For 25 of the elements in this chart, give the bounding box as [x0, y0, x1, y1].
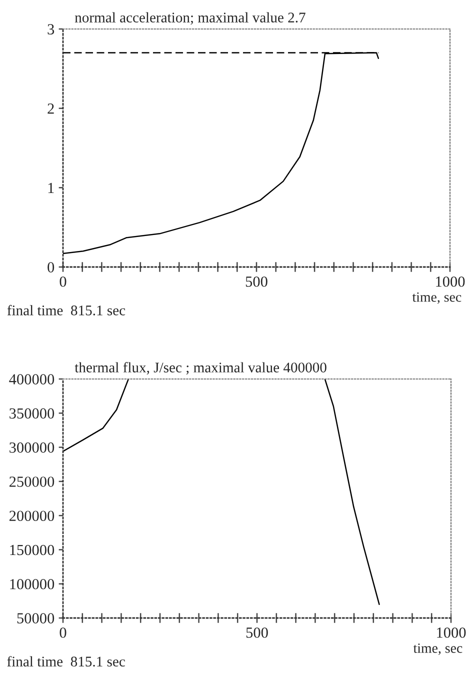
- y-tick-label: 2: [48, 104, 54, 114]
- chart-title: normal acceleration; maximal value 2.7: [74, 12, 306, 25]
- text: final time 815.1 sec: [7, 304, 126, 316]
- x-tick-label: 0: [60, 276, 66, 287]
- x-tick-label: 0: [60, 627, 66, 638]
- y-tick-label: 1: [48, 182, 54, 193]
- y-tick-label: 200000: [10, 510, 54, 522]
- y-tick-label: 3: [48, 24, 54, 34]
- y-tick-label: 50000: [17, 613, 54, 624]
- line-series: [63, 52, 380, 254]
- y-tick-label: 100000: [10, 579, 54, 590]
- x-axis-title: time, sec: [413, 644, 462, 655]
- x-tick-label: 1000: [437, 627, 466, 638]
- y-tick-label: 300000: [10, 442, 54, 453]
- y-tick-label: 350000: [10, 408, 54, 419]
- x-tick-label: 1000: [436, 276, 465, 287]
- text: final time 815.1 sec: [7, 656, 125, 667]
- y-tick-label: 150000: [10, 544, 54, 556]
- x-tick-label: 500: [246, 627, 268, 638]
- y-tick-label: 250000: [10, 476, 54, 487]
- chart-title: thermal flux, J/sec ; maximal value 400000: [74, 362, 326, 375]
- x-axis-title: time, sec: [412, 292, 462, 304]
- y-tick-label: 400000: [9, 374, 54, 384]
- x-tick-label: 500: [246, 276, 268, 287]
- y-tick-label: 0: [48, 262, 54, 272]
